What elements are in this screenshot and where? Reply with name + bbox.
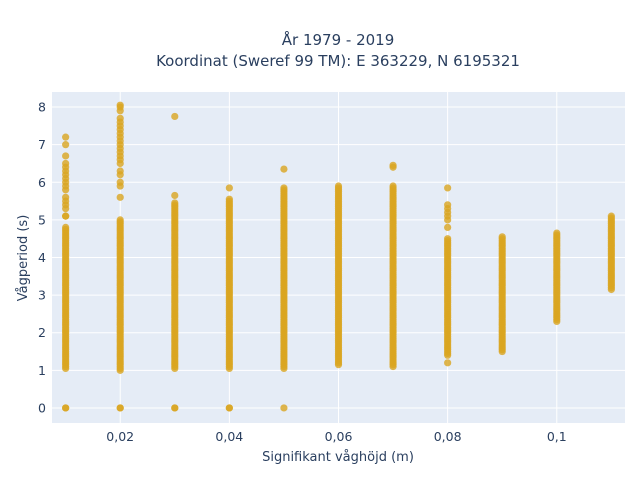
data-point — [62, 193, 70, 201]
y-axis-label: Vågperiod (s) — [16, 215, 31, 302]
y-tick-label: 0 — [38, 400, 46, 415]
y-tick-label: 7 — [38, 137, 46, 152]
x-tick-label: 0,04 — [215, 429, 243, 444]
data-point — [607, 212, 615, 220]
data-point — [444, 235, 452, 243]
y-tick-label: 2 — [38, 325, 46, 340]
data-point — [225, 404, 233, 412]
data-point — [553, 229, 561, 237]
data-point — [280, 184, 288, 192]
data-point — [389, 161, 397, 169]
y-tick-label: 6 — [38, 175, 46, 190]
data-point — [334, 182, 343, 190]
y-tick-labels: 0 1 2 3 4 5 6 7 8 — [38, 100, 46, 416]
x-tick-label: 0,08 — [434, 429, 462, 444]
data-point — [225, 195, 233, 203]
data-point — [62, 223, 70, 232]
data-point — [171, 112, 179, 121]
data-point — [116, 167, 124, 175]
data-point — [62, 133, 70, 141]
y-tick-label: 4 — [38, 250, 46, 265]
x-axis-label: Signifikant våghöjd (m) — [262, 450, 414, 465]
x-tick-label: 0,02 — [106, 429, 134, 444]
data-point — [62, 159, 70, 168]
data-point — [116, 101, 124, 109]
data-point — [389, 182, 397, 190]
data-point — [116, 193, 124, 201]
data-point — [116, 178, 124, 186]
data-point — [498, 233, 506, 241]
y-tick-label: 3 — [38, 288, 46, 303]
y-tick-label: 1 — [38, 363, 46, 378]
data-point — [171, 191, 179, 200]
chart-title-line-1: År 1979 - 2019 — [282, 30, 395, 49]
data-points — [62, 101, 615, 412]
y-tick-label: 8 — [38, 100, 46, 115]
data-point — [116, 114, 124, 122]
data-point — [225, 184, 233, 192]
data-point — [116, 216, 124, 224]
x-tick-label: 0,06 — [325, 429, 353, 444]
y-tick-label: 5 — [38, 212, 46, 227]
data-point — [444, 223, 452, 232]
data-point — [444, 359, 452, 367]
data-point — [171, 404, 179, 412]
data-point — [62, 141, 70, 149]
x-tick-labels: 0,02 0,04 0,06 0,08 0,1 — [106, 429, 566, 444]
data-point — [280, 165, 288, 173]
data-point — [62, 404, 70, 412]
x-tick-label: 0,1 — [547, 429, 567, 444]
data-point — [444, 201, 452, 209]
data-point — [116, 404, 124, 412]
data-point — [280, 404, 288, 412]
data-point — [171, 199, 179, 207]
data-point — [62, 212, 70, 220]
chart-title-line-2: Koordinat (Sweref 99 TM): E 363229, N 61… — [156, 52, 520, 70]
data-point — [444, 184, 452, 192]
data-point — [62, 152, 70, 160]
